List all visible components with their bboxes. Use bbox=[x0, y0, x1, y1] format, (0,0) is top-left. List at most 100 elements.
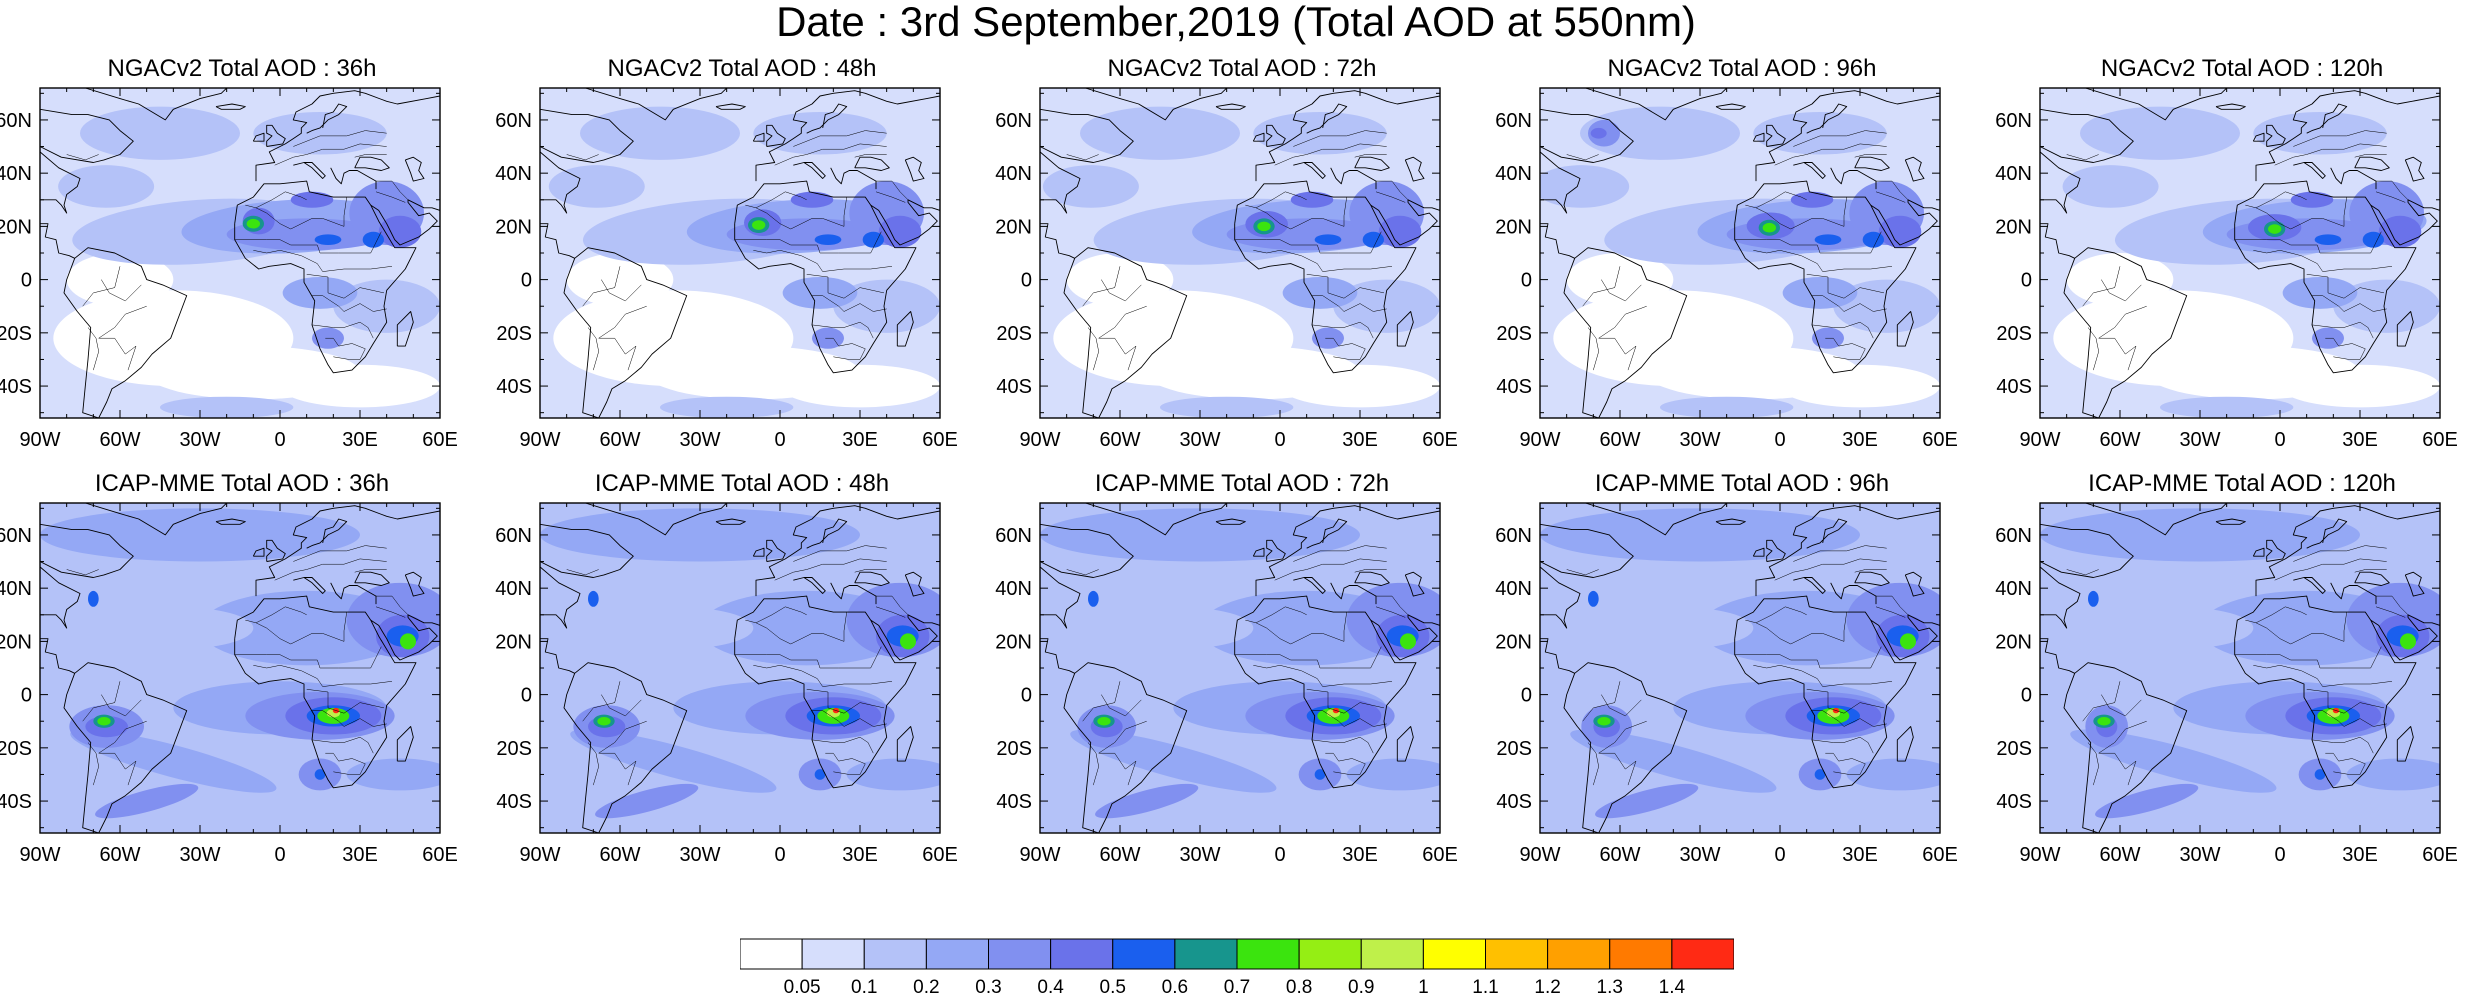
y-tick-label: 0 bbox=[2021, 270, 2032, 292]
map-panel: NGACv2 Total AOD : 96h 90W 60W 30W 0 30E 60E 60… bbox=[1495, 52, 1958, 451]
aod-map: 90W 60W 30W 0 30E 60E 60N 40N 20N 0 20S 40S bbox=[1995, 502, 2458, 866]
main-title: Date : 3rd September,2019 (Total AOD at … bbox=[776, 0, 1696, 45]
aod-map: 90W 60W 30W 0 30E 60E 60N 40N 20N 0 20S 40S bbox=[1995, 87, 2458, 451]
colorbar-swatch bbox=[1360, 938, 1424, 970]
aod-map: 90W 60W 30W 0 30E 60E 60N 40N 20N 0 20S 40S bbox=[0, 502, 458, 866]
colorbar-swatch bbox=[1050, 938, 1114, 970]
x-tick-label: 60W bbox=[2099, 844, 2140, 866]
y-tick-label: 0 bbox=[2021, 685, 2032, 707]
aod-colorbar: 0.05 0.1 0.2 0.3 0.4 0.5 0.6 0.7 0.8 0.9 1 1.1 1.2 1.… bbox=[740, 938, 1734, 995]
y-tick-label: 40N bbox=[1495, 163, 1532, 185]
y-tick-label: 20S bbox=[0, 738, 32, 760]
x-tick-label: 0 bbox=[2274, 844, 2285, 866]
y-tick-label: 20S bbox=[1996, 323, 2032, 345]
x-tick-label: 0 bbox=[774, 844, 785, 866]
x-tick-label: 60W bbox=[599, 844, 640, 866]
y-tick-label: 40S bbox=[1996, 791, 2032, 813]
x-tick-label: 0 bbox=[274, 429, 285, 451]
y-tick-label: 20N bbox=[0, 216, 32, 238]
y-tick-label: 40N bbox=[495, 163, 532, 185]
x-tick-label: 30E bbox=[2342, 844, 2378, 866]
colorbar-swatch bbox=[1174, 938, 1238, 970]
y-tick-label: 20S bbox=[996, 738, 1032, 760]
x-tick-label: 30E bbox=[842, 429, 878, 451]
colorbar-label: 0.8 bbox=[1286, 977, 1312, 995]
x-tick-label: 90W bbox=[19, 429, 60, 451]
colorbar-label: 1.3 bbox=[1597, 977, 1623, 995]
colorbar-swatch bbox=[863, 938, 927, 970]
y-tick-label: 40S bbox=[996, 376, 1032, 398]
y-tick-label: 0 bbox=[521, 270, 532, 292]
aod-map: 90W 60W 30W 0 30E 60E 60N 40N 20N 0 20S 40S bbox=[495, 87, 958, 451]
map-panel: NGACv2 Total AOD : 120h 90W 60W 30W 0 30E 60E 6… bbox=[1995, 52, 2458, 451]
x-tick-label: 0 bbox=[1274, 844, 1285, 866]
y-tick-label: 60N bbox=[1495, 110, 1532, 132]
x-tick-label: 60E bbox=[1422, 429, 1458, 451]
y-tick-label: 60N bbox=[0, 525, 32, 547]
y-tick-label: 40N bbox=[1495, 578, 1532, 600]
x-tick-label: 90W bbox=[19, 844, 60, 866]
y-tick-label: 20S bbox=[1996, 738, 2032, 760]
x-tick-label: 60E bbox=[2422, 844, 2458, 866]
x-tick-label: 90W bbox=[1519, 429, 1560, 451]
panel-title: NGACv2 Total AOD : 48h bbox=[607, 55, 877, 82]
y-tick-label: 60N bbox=[1495, 525, 1532, 547]
colorbar-swatch bbox=[1422, 938, 1487, 970]
panel-title: NGACv2 Total AOD : 72h bbox=[1107, 55, 1377, 82]
x-tick-label: 90W bbox=[519, 429, 560, 451]
map-panel: NGACv2 Total AOD : 72h 90W 60W 30W 0 30E 60E 60… bbox=[995, 52, 1458, 451]
colorbar-label: 0.4 bbox=[1037, 977, 1064, 995]
colorbar-label: 1 bbox=[1418, 977, 1429, 995]
map-panel: NGACv2 Total AOD : 36h 90W 60W 30W 0 30E 60E 60… bbox=[0, 52, 458, 451]
x-tick-label: 30E bbox=[342, 844, 378, 866]
x-tick-label: 60E bbox=[1922, 429, 1958, 451]
y-tick-label: 40N bbox=[0, 163, 32, 185]
x-tick-label: 60E bbox=[2422, 429, 2458, 451]
map-panel: ICAP-MME Total AOD : 120h 90W 60W 30W 0 30E 60… bbox=[1995, 467, 2458, 866]
x-tick-label: 30W bbox=[179, 844, 220, 866]
x-tick-label: 0 bbox=[774, 429, 785, 451]
x-tick-label: 30W bbox=[679, 429, 720, 451]
colorbar-label: 0.6 bbox=[1162, 977, 1188, 995]
panel-title: NGACv2 Total AOD : 96h bbox=[1607, 55, 1877, 82]
x-tick-label: 30E bbox=[842, 844, 878, 866]
colorbar-swatch bbox=[1485, 938, 1549, 970]
y-tick-label: 20N bbox=[1495, 216, 1532, 238]
colorbar-swatch bbox=[1112, 938, 1176, 970]
y-tick-label: 40N bbox=[995, 163, 1032, 185]
x-tick-label: 30E bbox=[2342, 429, 2378, 451]
colorbar-label: 0.9 bbox=[1348, 977, 1374, 995]
y-tick-label: 40N bbox=[995, 578, 1032, 600]
x-tick-label: 0 bbox=[2274, 429, 2285, 451]
x-tick-label: 30W bbox=[2179, 429, 2220, 451]
y-tick-label: 20S bbox=[496, 323, 532, 345]
x-tick-label: 30W bbox=[1179, 844, 1220, 866]
y-tick-label: 20N bbox=[0, 631, 32, 653]
colorbar-swatch bbox=[925, 938, 990, 970]
y-tick-label: 20S bbox=[496, 738, 532, 760]
colorbar-label: 0.3 bbox=[975, 977, 1001, 995]
y-tick-label: 40S bbox=[496, 376, 532, 398]
colorbar-label: 0.05 bbox=[784, 977, 821, 995]
x-tick-label: 0 bbox=[1774, 429, 1785, 451]
aod-map: 90W 60W 30W 0 30E 60E 60N 40N 20N 0 20S 40S bbox=[495, 502, 958, 866]
y-tick-label: 20N bbox=[1495, 631, 1532, 653]
y-tick-label: 0 bbox=[21, 270, 32, 292]
y-tick-label: 20N bbox=[1995, 631, 2032, 653]
colorbar-swatch bbox=[740, 938, 803, 970]
x-tick-label: 60W bbox=[2099, 429, 2140, 451]
x-tick-label: 30W bbox=[1679, 429, 1720, 451]
y-tick-label: 0 bbox=[21, 685, 32, 707]
x-tick-label: 60W bbox=[99, 429, 140, 451]
x-tick-label: 0 bbox=[1774, 844, 1785, 866]
colorbar-label: 1.1 bbox=[1472, 977, 1498, 995]
x-tick-label: 60W bbox=[1599, 844, 1640, 866]
y-tick-label: 60N bbox=[495, 525, 532, 547]
y-tick-label: 20N bbox=[995, 631, 1032, 653]
colorbar-label: 1.4 bbox=[1659, 977, 1686, 995]
x-tick-label: 60W bbox=[1099, 844, 1140, 866]
x-tick-label: 60E bbox=[922, 429, 958, 451]
y-tick-label: 40S bbox=[0, 376, 32, 398]
x-tick-label: 0 bbox=[1274, 429, 1285, 451]
colorbar-swatch bbox=[988, 938, 1052, 970]
